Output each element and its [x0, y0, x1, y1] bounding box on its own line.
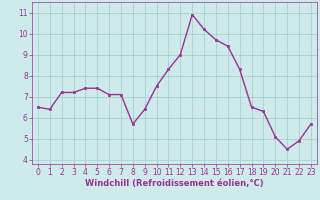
X-axis label: Windchill (Refroidissement éolien,°C): Windchill (Refroidissement éolien,°C) [85, 179, 264, 188]
